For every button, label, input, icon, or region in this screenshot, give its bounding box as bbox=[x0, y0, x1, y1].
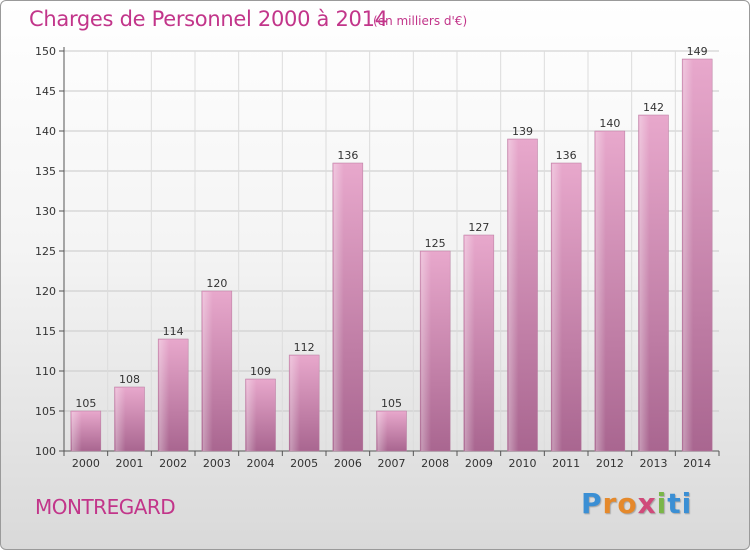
data-label-2000: 105 bbox=[75, 397, 96, 410]
y-tick-label: 125 bbox=[35, 245, 56, 258]
bar-highlight bbox=[464, 236, 475, 451]
y-tick-label: 140 bbox=[35, 125, 56, 138]
x-tick-label: 2010 bbox=[509, 457, 537, 470]
bar-highlight bbox=[639, 116, 650, 451]
x-tick-label: 2003 bbox=[203, 457, 231, 470]
data-label-2014: 149 bbox=[687, 45, 708, 58]
bar-highlight bbox=[552, 164, 563, 451]
data-labels: 105 108 114 120 109 112 136 105 125 127 139 136 140 1… bbox=[75, 45, 707, 410]
x-tick-label: 2007 bbox=[378, 457, 406, 470]
bar-highlight bbox=[333, 164, 344, 451]
chart-title: Charges de Personnel 2000 à 2014 bbox=[29, 7, 388, 31]
data-label-2010: 139 bbox=[512, 125, 533, 138]
y-tick-label: 100 bbox=[35, 445, 56, 458]
x-tick-label: 2013 bbox=[640, 457, 668, 470]
data-label-2008: 125 bbox=[425, 237, 446, 250]
x-tick-label: 2005 bbox=[290, 457, 318, 470]
proxiti-logo: Proxiti bbox=[581, 487, 692, 520]
y-tick-labels: 100 105 110 115 120 125 130 135 140 145 150 bbox=[35, 45, 56, 458]
data-label-2005: 112 bbox=[294, 341, 315, 354]
x-tick-label: 2006 bbox=[334, 457, 362, 470]
x-tick-label: 2008 bbox=[421, 457, 449, 470]
bar-highlight bbox=[71, 412, 82, 451]
logo-letter: P bbox=[581, 487, 603, 520]
bar-highlight bbox=[115, 388, 126, 451]
y-tick-label: 130 bbox=[35, 205, 56, 218]
bar-highlight bbox=[595, 132, 606, 451]
x-tick-labels: 2000 2001 2002 2003 2004 2005 2006 2007 2008 2009… bbox=[72, 457, 711, 470]
bar-highlight bbox=[290, 356, 301, 451]
y-tick-label: 135 bbox=[35, 165, 56, 178]
x-tick-label: 2012 bbox=[596, 457, 624, 470]
y-tick-label: 110 bbox=[35, 365, 56, 378]
y-tick-label: 105 bbox=[35, 405, 56, 418]
data-label-2009: 127 bbox=[468, 221, 489, 234]
bar-highlight bbox=[159, 340, 170, 451]
data-label-2012: 140 bbox=[599, 117, 620, 130]
data-label-2004: 109 bbox=[250, 365, 271, 378]
logo-letter: o bbox=[617, 487, 638, 520]
logo-letter: r bbox=[602, 487, 618, 520]
bars bbox=[70, 58, 713, 452]
bar-highlight bbox=[202, 292, 213, 451]
chart-subtitle: (en milliers d'€) bbox=[373, 14, 468, 28]
data-label-2006: 136 bbox=[337, 149, 358, 162]
bar-highlight bbox=[377, 412, 388, 451]
bar-highlight bbox=[246, 380, 257, 451]
commune-name: MONTREGARD bbox=[35, 495, 176, 519]
y-tick-label: 120 bbox=[35, 285, 56, 298]
bar-highlight bbox=[683, 60, 694, 451]
data-label-2011: 136 bbox=[556, 149, 577, 162]
y-tick-label: 150 bbox=[35, 45, 56, 58]
data-label-2001: 108 bbox=[119, 373, 140, 386]
logo-letter: x bbox=[637, 487, 657, 520]
x-tick-label: 2004 bbox=[247, 457, 275, 470]
bar-highlight bbox=[508, 140, 519, 451]
x-tick-label: 2014 bbox=[683, 457, 711, 470]
data-label-2003: 120 bbox=[206, 277, 227, 290]
x-tick-label: 2009 bbox=[465, 457, 493, 470]
x-tick-label: 2000 bbox=[72, 457, 100, 470]
bar-highlight bbox=[421, 252, 432, 451]
x-tick-label: 2011 bbox=[552, 457, 580, 470]
data-label-2007: 105 bbox=[381, 397, 402, 410]
x-tick-label: 2002 bbox=[159, 457, 187, 470]
logo-letter: ti bbox=[667, 487, 693, 520]
logo-letter: i bbox=[656, 487, 668, 520]
data-label-2002: 114 bbox=[163, 325, 184, 338]
y-tick-label: 115 bbox=[35, 325, 56, 338]
data-label-2013: 142 bbox=[643, 101, 664, 114]
x-tick-label: 2001 bbox=[116, 457, 144, 470]
y-tick-label: 145 bbox=[35, 85, 56, 98]
